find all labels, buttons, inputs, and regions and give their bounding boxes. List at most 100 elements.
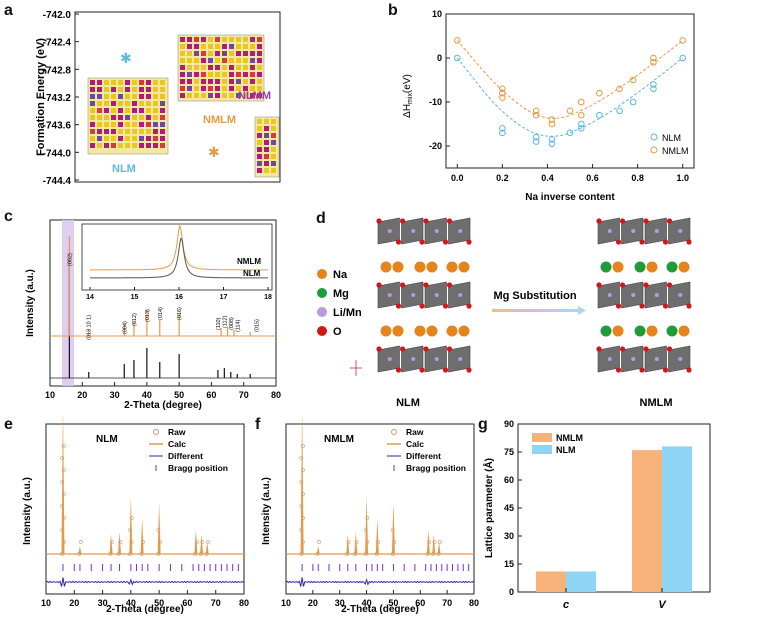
atom [153,94,158,99]
atom [271,168,276,173]
atom [118,136,123,141]
panel-g-ytick-label: 90 [504,419,514,429]
xtick-label: 40 [126,598,136,608]
atom [257,119,262,124]
atom [236,93,241,98]
atom [118,122,123,127]
atom [257,147,262,152]
raw-point [141,540,145,544]
atom [222,86,227,91]
panel-g-ylabel: Lattice parameter (Å) [482,458,495,558]
oxygen-atom [442,239,449,245]
panel-label-e: e [4,416,13,433]
atom [271,161,276,166]
nmlm-structure-label: NMLM [640,397,673,409]
data-point-nlm [453,54,461,62]
xtick-label: 70 [442,598,452,608]
data-point-nmlm [548,120,556,128]
mg-atom [634,261,646,273]
atom [160,115,165,120]
atom [125,122,130,127]
atom [90,108,95,113]
atom [257,79,262,84]
atom [125,115,130,120]
xtick-label: 30 [98,598,108,608]
atom [111,87,116,92]
inset-frame [81,223,273,291]
oxygen-atom [423,218,429,224]
nlm-crystal-structure [87,77,169,155]
atom [271,126,276,131]
atom [160,94,165,99]
legend-label: Mg [333,288,349,300]
atom [139,80,144,85]
raw-point [390,552,395,556]
oxygen-atom [619,346,626,352]
raw-point [299,480,304,484]
data-point-nlm [629,98,637,106]
bar-nlm-v [662,446,692,592]
atom [104,122,109,127]
oxygen-atom [643,346,649,352]
atom [208,86,213,91]
oxygen-atom [395,239,402,245]
data-point-nlm [679,54,687,62]
oxygen-atom [666,346,673,352]
atom [146,115,151,120]
atom [194,44,199,49]
atom [215,51,220,56]
calc-peak [78,546,82,554]
atom [187,86,192,91]
li-mn-atom [607,357,612,361]
raw-point [193,552,198,556]
atom [139,87,144,92]
atom [243,65,248,70]
peak-label: (013 10 1) [87,315,93,340]
atom [146,101,151,106]
li-mn-atom [631,293,636,297]
oxygen-atom [639,239,645,245]
oxygen-atom [399,282,406,288]
raw-point [301,540,305,544]
panel-b-xtick-label: 0.2 [496,173,509,183]
atom [229,72,234,77]
oxygen-atom [376,218,382,224]
xtick-label: 50 [154,598,164,608]
atom [139,136,144,141]
raw-point [299,504,304,508]
na-atom [392,261,404,273]
atom [201,79,206,84]
calc-peak [200,534,204,554]
atom [125,143,130,148]
atom [264,168,269,173]
atom [257,161,262,166]
substitution-arrow-head [578,306,586,315]
atom [90,115,95,120]
oxygen-atom [639,367,645,373]
calc-peak [375,518,379,554]
difference-curve [45,577,245,587]
atom [111,94,116,99]
panel-g-ytick-label: 60 [504,475,514,485]
raw-point [128,528,132,532]
data-point-nmlm [532,107,540,115]
atom [180,65,185,70]
calc-peak [205,542,209,554]
oxygen-atom [395,367,402,373]
panel-g-ytick-label: 0 [509,587,514,597]
panel-c-xtick-label: 70 [239,390,249,400]
xtick-label: 70 [211,598,221,608]
peak-label: (012) [132,313,138,326]
atom [125,94,130,99]
raw-point [374,552,379,556]
atom [97,115,102,120]
atom [208,93,213,98]
atom [257,154,262,159]
atom [215,58,220,63]
na-atom [380,325,392,337]
atom [160,136,165,141]
raw-point [60,552,65,556]
atom [139,122,144,127]
oxygen-atom [615,367,622,373]
legend-label: Li/Mn [333,307,362,319]
